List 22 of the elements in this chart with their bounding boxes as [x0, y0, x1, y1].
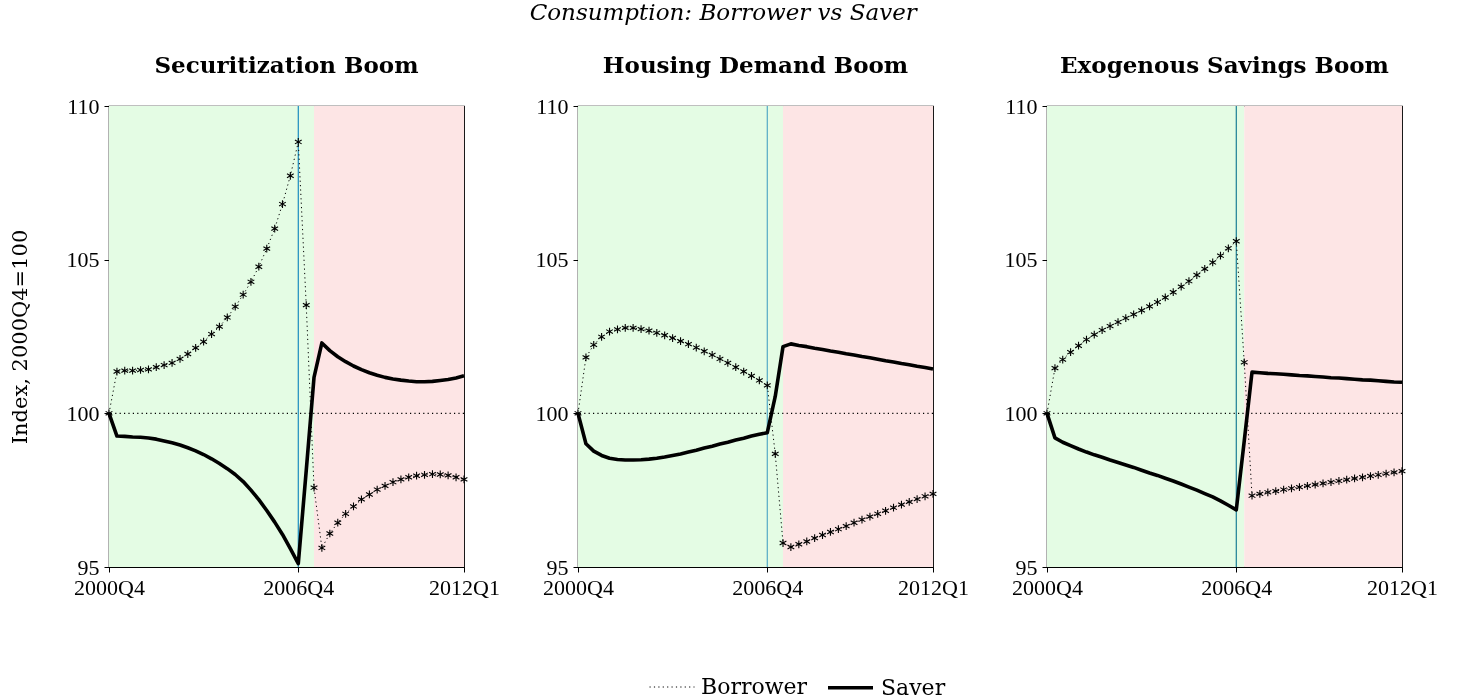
chart-title: Exogenous Savings Boom — [1060, 51, 1389, 78]
y-tick-label: 105 — [1004, 247, 1038, 273]
y-axis-title: Index, 2000Q4=100 — [7, 229, 32, 445]
x-tick-label: 2012Q1 — [429, 574, 500, 600]
y-tick-label: 110 — [1005, 93, 1038, 119]
x-tick-label: 2006Q4 — [263, 574, 335, 600]
y-tick-label: 110 — [67, 93, 100, 119]
x-tick-label: 2006Q4 — [732, 574, 804, 600]
chart-title: Securitization Boom — [154, 51, 419, 78]
legend-label: Borrower — [701, 674, 808, 695]
text: Consumption: Borrower vs Saver — [529, 0, 919, 26]
legend-label: Saver — [881, 674, 946, 695]
y-tick-label: 100 — [1004, 400, 1038, 426]
x-tick-label: 2012Q1 — [1367, 574, 1438, 600]
y-tick-label: 105 — [535, 247, 569, 273]
x-tick-label: 2012Q1 — [898, 574, 969, 600]
y-tick-label: 100 — [535, 400, 569, 426]
x-tick-label: 2006Q4 — [1201, 574, 1273, 600]
y-tick-label: 100 — [66, 400, 100, 426]
y-tick-label: 105 — [66, 247, 100, 273]
chart-title: Housing Demand Boom — [602, 51, 909, 78]
y-tick-label: 110 — [536, 93, 569, 119]
